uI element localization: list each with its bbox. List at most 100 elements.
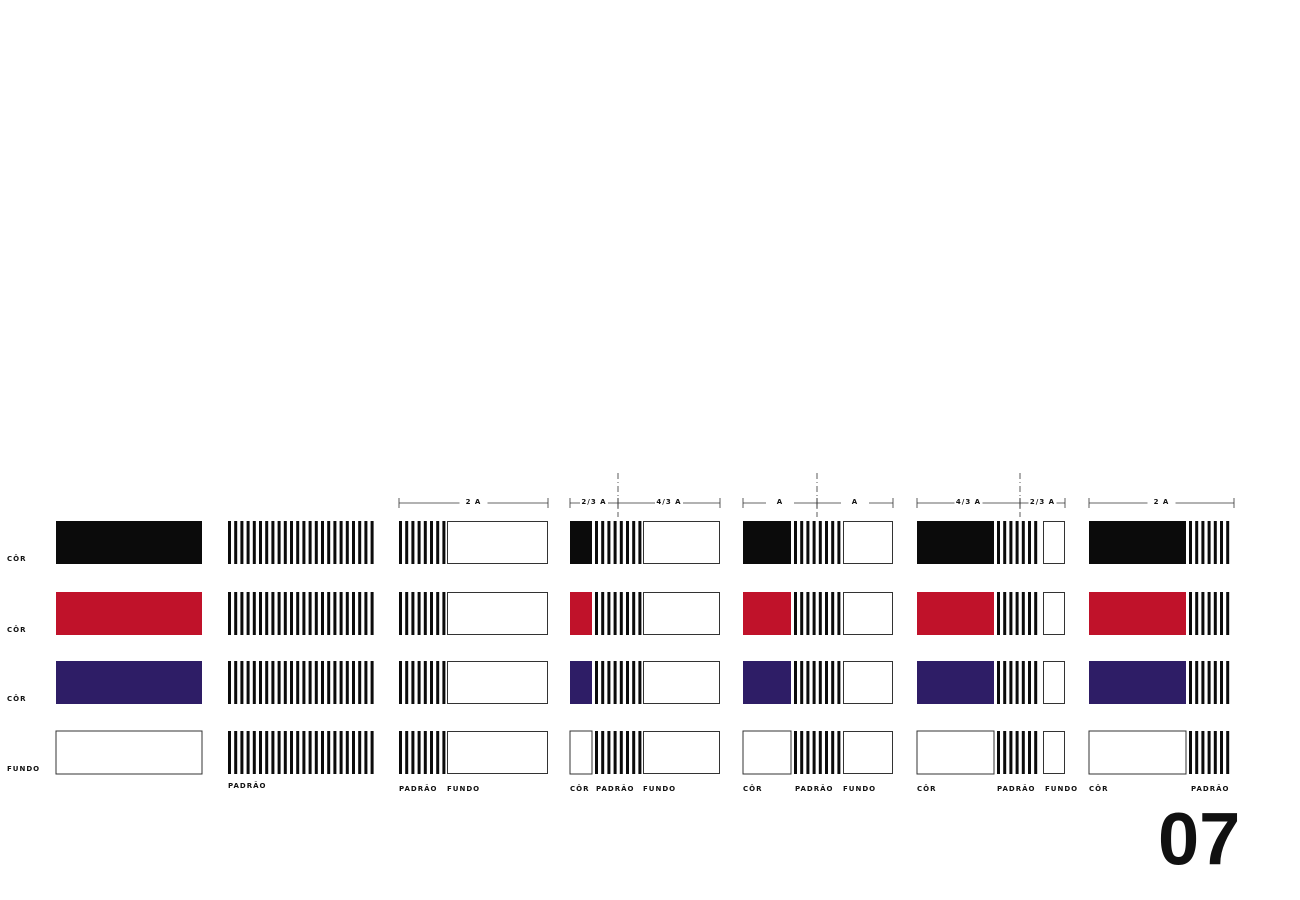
stripe	[252, 521, 256, 564]
stripe	[613, 521, 617, 564]
stripe	[345, 731, 349, 774]
background-box	[643, 731, 720, 774]
background-box	[843, 661, 893, 704]
stripe	[246, 731, 250, 774]
stripe	[290, 521, 293, 564]
stripe	[314, 661, 318, 704]
stripe	[601, 521, 605, 564]
stripe	[345, 592, 349, 635]
stripe	[290, 731, 293, 774]
stripe	[1220, 661, 1223, 704]
stripe	[595, 521, 598, 564]
stripe	[358, 661, 362, 704]
color-block	[56, 521, 202, 564]
stripe	[619, 731, 623, 774]
stripe	[283, 731, 287, 774]
stripe	[818, 731, 822, 774]
stripe	[619, 521, 623, 564]
stripe	[794, 521, 797, 564]
stripe	[638, 521, 642, 564]
stripe	[399, 521, 402, 564]
color-block	[917, 592, 994, 635]
stripe	[1028, 521, 1031, 564]
stripe	[638, 731, 642, 774]
stripe	[1015, 521, 1019, 564]
stripe	[296, 592, 300, 635]
dimension-gap	[1147, 498, 1176, 508]
stripe	[1220, 521, 1223, 564]
stripe	[1201, 731, 1205, 774]
stripe	[1009, 521, 1013, 564]
dimension-gap	[766, 498, 794, 508]
background-box	[643, 521, 720, 564]
stripe	[812, 661, 816, 704]
stripe	[259, 521, 262, 564]
stripe	[339, 592, 343, 635]
stripe	[626, 592, 629, 635]
stripe	[308, 521, 312, 564]
stripe	[831, 731, 835, 774]
stripe	[352, 521, 355, 564]
stripe	[1207, 731, 1211, 774]
stripe	[831, 592, 835, 635]
stripe	[1021, 521, 1025, 564]
stripe	[423, 661, 427, 704]
stripe	[638, 661, 642, 704]
stripe	[399, 731, 402, 774]
stripe	[800, 661, 804, 704]
stripe	[417, 592, 421, 635]
stripe	[271, 592, 275, 635]
background-box	[1043, 661, 1065, 704]
stripe	[1207, 661, 1211, 704]
stripe	[1003, 731, 1007, 774]
stripe	[265, 661, 269, 704]
stripe	[1003, 661, 1007, 704]
stripe	[1021, 661, 1025, 704]
stripe	[358, 592, 362, 635]
stripe	[632, 592, 636, 635]
color-block	[1089, 521, 1186, 564]
stripe	[352, 592, 355, 635]
stripe	[442, 521, 446, 564]
stripe	[240, 661, 244, 704]
row-label: CÔR	[7, 554, 26, 563]
stripe	[314, 731, 318, 774]
stripe	[430, 592, 433, 635]
stripe	[240, 592, 244, 635]
stripe	[283, 592, 287, 635]
stripe	[277, 661, 281, 704]
stripe	[423, 592, 427, 635]
stripe	[290, 661, 293, 704]
stripe	[831, 661, 835, 704]
row-label: FUNDO	[7, 765, 40, 773]
dimension-gap	[655, 498, 683, 508]
dimension-gap	[1028, 498, 1057, 508]
stripe	[296, 661, 300, 704]
stripe	[1213, 592, 1217, 635]
stripe	[327, 592, 331, 635]
stripe	[370, 661, 374, 704]
stripe	[430, 661, 433, 704]
stripe	[259, 731, 262, 774]
color-block	[56, 661, 202, 704]
background-box	[843, 731, 893, 774]
dimension-gap	[841, 498, 869, 508]
stripe	[806, 661, 810, 704]
stripe	[265, 731, 269, 774]
color-block	[742, 730, 792, 775]
stripe	[314, 592, 318, 635]
stripe	[302, 731, 306, 774]
stripe	[370, 731, 374, 774]
stripe	[1226, 661, 1230, 704]
stripe	[436, 661, 440, 704]
stripe	[1015, 592, 1019, 635]
dimension-label: 2/3 A	[1030, 498, 1055, 506]
stripe	[321, 731, 324, 774]
stripe	[837, 661, 841, 704]
stripe	[1189, 521, 1192, 564]
stripe	[277, 592, 281, 635]
stripe	[252, 592, 256, 635]
color-block	[570, 592, 592, 635]
stripe	[837, 592, 841, 635]
stripe	[1201, 592, 1205, 635]
